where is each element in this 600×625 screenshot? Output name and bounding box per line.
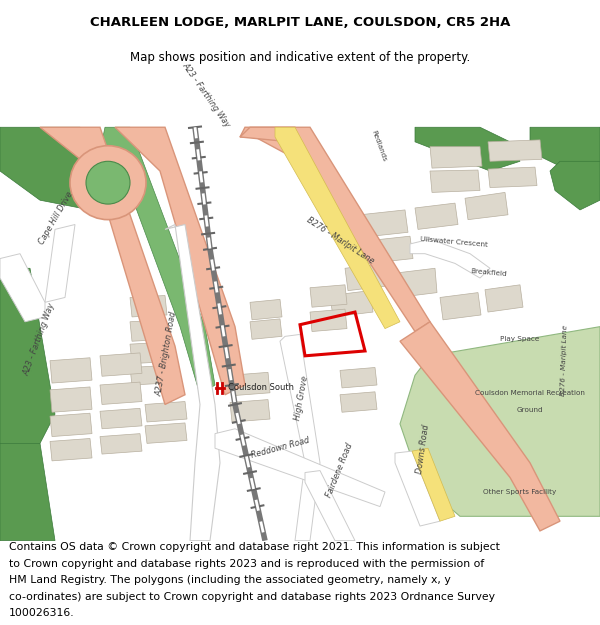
Text: Ullswater Crescent: Ullswater Crescent [420, 236, 488, 248]
Text: Cape Hill Drive: Cape Hill Drive [37, 190, 74, 246]
Text: HM Land Registry. The polygons (including the associated geometry, namely x, y: HM Land Registry. The polygons (includin… [9, 575, 451, 585]
Polygon shape [230, 372, 270, 396]
Polygon shape [410, 239, 490, 278]
Polygon shape [365, 236, 413, 263]
Polygon shape [465, 192, 508, 219]
Text: 100026316.: 100026316. [9, 608, 74, 618]
Polygon shape [0, 254, 45, 322]
Text: A237 - Brighton Road: A237 - Brighton Road [155, 311, 179, 397]
Polygon shape [330, 291, 373, 317]
Text: Map shows position and indicative extent of the property.: Map shows position and indicative extent… [130, 51, 470, 64]
Polygon shape [165, 224, 220, 541]
Text: CHARLEEN LODGE, MARLPIT LANE, COULSDON, CR5 2HA: CHARLEEN LODGE, MARLPIT LANE, COULSDON, … [90, 16, 510, 29]
Polygon shape [100, 353, 142, 376]
Text: Reddown Road: Reddown Road [250, 436, 310, 460]
Polygon shape [395, 268, 437, 298]
Polygon shape [130, 366, 167, 385]
Polygon shape [50, 387, 92, 412]
Text: co-ordinates) are subject to Crown copyright and database rights 2023 Ordnance S: co-ordinates) are subject to Crown copyr… [9, 592, 495, 602]
Polygon shape [45, 224, 75, 302]
Text: Play Space: Play Space [500, 336, 539, 342]
Circle shape [86, 161, 130, 204]
Circle shape [70, 146, 146, 219]
Polygon shape [415, 127, 520, 171]
Polygon shape [395, 451, 440, 526]
Text: Coulsdon Memorial Recreation: Coulsdon Memorial Recreation [475, 390, 585, 396]
Polygon shape [280, 334, 320, 541]
Polygon shape [250, 299, 282, 320]
Polygon shape [100, 382, 142, 404]
Polygon shape [0, 127, 120, 210]
Text: Fairdene Road: Fairdene Road [325, 442, 355, 499]
Polygon shape [240, 127, 310, 161]
Polygon shape [305, 471, 355, 541]
Polygon shape [0, 443, 55, 541]
Polygon shape [360, 210, 408, 237]
Text: High Grove: High Grove [293, 375, 310, 421]
Polygon shape [412, 448, 455, 521]
Polygon shape [310, 309, 347, 331]
Polygon shape [310, 285, 347, 307]
Polygon shape [215, 429, 385, 507]
Polygon shape [550, 161, 600, 210]
Polygon shape [0, 268, 55, 443]
Polygon shape [100, 434, 142, 454]
Text: B276 - Marlpit Lane: B276 - Marlpit Lane [305, 215, 376, 266]
Polygon shape [430, 170, 480, 192]
Polygon shape [50, 413, 92, 436]
Polygon shape [345, 263, 388, 291]
Text: Redlands: Redlands [370, 129, 387, 162]
Text: Breakfield: Breakfield [470, 268, 507, 277]
Polygon shape [430, 147, 482, 168]
Polygon shape [400, 322, 560, 531]
Polygon shape [100, 408, 142, 429]
Polygon shape [50, 357, 92, 383]
Text: Other Sports Facility: Other Sports Facility [484, 489, 557, 495]
Polygon shape [240, 127, 430, 331]
Polygon shape [488, 167, 537, 187]
Polygon shape [485, 285, 523, 312]
Polygon shape [340, 368, 377, 388]
Polygon shape [115, 127, 245, 395]
Text: B276 - Marlpit Lane: B276 - Marlpit Lane [560, 324, 569, 396]
Polygon shape [50, 439, 92, 461]
Polygon shape [130, 342, 167, 364]
Text: to Crown copyright and database rights 2023 and is reproduced with the permissio: to Crown copyright and database rights 2… [9, 559, 484, 569]
Polygon shape [440, 292, 481, 320]
Polygon shape [415, 203, 458, 229]
Polygon shape [130, 296, 167, 317]
Text: Ground: Ground [517, 408, 544, 413]
Polygon shape [275, 127, 400, 329]
Polygon shape [145, 401, 187, 422]
Polygon shape [40, 127, 185, 404]
Text: Downs Road: Downs Road [415, 424, 431, 474]
Polygon shape [130, 320, 167, 341]
Text: Coulsdon South: Coulsdon South [228, 383, 294, 392]
Text: Contains OS data © Crown copyright and database right 2021. This information is : Contains OS data © Crown copyright and d… [9, 542, 500, 552]
Polygon shape [488, 140, 542, 161]
Polygon shape [230, 399, 270, 422]
Polygon shape [340, 392, 377, 412]
Polygon shape [100, 127, 215, 395]
Polygon shape [145, 423, 187, 443]
Polygon shape [530, 127, 600, 171]
Polygon shape [250, 319, 282, 339]
Polygon shape [400, 327, 600, 516]
Text: A23 - Farthing Way: A23 - Farthing Way [180, 61, 232, 129]
Text: A23 - Farthing Way: A23 - Farthing Way [22, 302, 57, 378]
